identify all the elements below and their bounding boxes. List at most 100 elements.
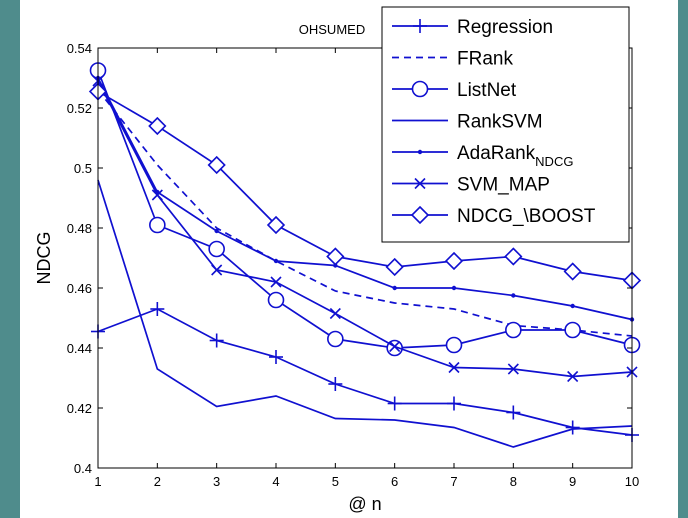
data-point-adarank (511, 293, 516, 298)
legend-item-adarank: AdaRankNDCG (392, 143, 573, 169)
series-frank (97, 89, 633, 337)
data-point-ndcg-boost-shape (148, 116, 167, 136)
axes-box (97, 47, 633, 469)
x-tick-label: 10 (625, 474, 639, 489)
data-point-adarank-fill (511, 293, 516, 298)
data-point-svm-map (448, 361, 460, 374)
data-point-regression (328, 377, 343, 391)
legend-item-frank: FRank (392, 49, 513, 70)
x-tick-label: 4 (272, 474, 279, 489)
data-point-svm-map (507, 363, 519, 375)
data-point-regression (565, 420, 580, 435)
chart-title: OHSUMED (299, 22, 365, 37)
x-tick-label: 2 (154, 474, 161, 489)
data-point-svm-map-b (448, 361, 460, 374)
data-point-regression (387, 396, 402, 411)
legend-box (381, 6, 630, 243)
legend-label-text: NDCG_\BOOST (457, 206, 596, 227)
series-line-frank (97, 89, 633, 337)
data-point-ndcg-boost-shape (444, 251, 464, 271)
data-point-svm-map (211, 264, 223, 276)
data-point-ndcg-boost (148, 116, 167, 136)
x-tick-label: 1 (94, 474, 101, 489)
legend-label-subscript: NDCG (535, 154, 573, 169)
legend-label-ndcg-boost: NDCG_\BOOST (457, 206, 596, 227)
x-tick-label: 8 (510, 474, 517, 489)
y-tick-label: 0.4 (74, 461, 92, 476)
legend-label-svm-map: SVM_MAP (457, 175, 550, 196)
data-point-listnet-ring (445, 336, 463, 354)
data-point-svm-map (270, 276, 282, 288)
data-point-listnet-ring (149, 216, 166, 234)
legend-label-text: RankSVM (457, 112, 543, 133)
series-line-ndcg-boost (97, 90, 633, 282)
legend-marker-ndcg-boost-shape (410, 205, 430, 225)
x-tick-label: 7 (450, 474, 457, 489)
ndcg-line-chart: 1 2 3 4 5 6 7 8 9 10 0.4 0.42 0.44 0.46 0.48 0.5 0.52 0.5… (34, 6, 642, 514)
y-tick-label: 0.42 (67, 401, 92, 416)
legend-label-text: ListNet (457, 80, 517, 101)
data-point-ndcg-boost (385, 257, 404, 277)
legend-label-text: Regression (457, 17, 553, 38)
legend-label-listnet: ListNet (457, 80, 517, 101)
x-tick-label: 6 (391, 474, 398, 489)
y-tick-label: 0.44 (67, 341, 92, 356)
data-point-adarank (570, 303, 575, 309)
legend-marker-svm-map-b (414, 177, 426, 190)
data-point-ndcg-boost-shape (385, 257, 404, 277)
data-point-adarank-fill (392, 285, 397, 291)
data-point-adarank-fill (570, 303, 575, 309)
y-tick-label: 0.46 (67, 281, 92, 296)
data-point-listnet-ring (505, 321, 522, 339)
data-point-regression (506, 405, 521, 420)
data-point-listnet-ring (327, 330, 344, 348)
data-point-listnet (445, 336, 463, 354)
data-point-listnet (327, 330, 344, 348)
data-point-regression (269, 350, 283, 364)
legend-item-regression: Regression (392, 17, 553, 38)
data-point-regression (150, 302, 165, 316)
legend-marker-listnet-ring (411, 80, 429, 98)
legend-label-text: SVM_MAP (457, 175, 550, 196)
data-point-adarank-fill (451, 285, 457, 291)
legend-label-ranksvm: RankSVM (457, 112, 543, 133)
data-point-adarank (214, 228, 219, 234)
data-point-svm-map-b (211, 264, 223, 276)
data-point-svm-map (151, 189, 163, 201)
x-axis-label: @ n (348, 494, 381, 514)
series-line-listnet (97, 70, 633, 349)
data-point-regression (447, 396, 461, 411)
x-tick-label: 9 (569, 474, 576, 489)
series-ranksvm (97, 179, 633, 448)
series-adarank (95, 75, 635, 322)
x-tick-label: 5 (332, 474, 339, 489)
legend-label-text: AdaRank (457, 143, 536, 164)
legend-marker-regression (413, 19, 427, 33)
legend-marker-adarank-fill (417, 149, 423, 155)
data-point-ndcg-boost-shape (207, 155, 226, 175)
legend-item-ndcg-boost: NDCG_\BOOST (392, 205, 596, 227)
data-point-listnet-ring (564, 321, 581, 339)
data-point-adarank (451, 285, 457, 291)
series-line-svm-map (97, 80, 633, 378)
data-point-svm-map (329, 307, 341, 320)
y-tick-label: 0.52 (67, 101, 92, 116)
data-point-adarank-fill (214, 228, 219, 234)
series-line-regression (97, 308, 633, 436)
data-point-svm-map-b (507, 363, 519, 375)
legend-marker-ndcg-boost (410, 205, 430, 225)
series-line-ranksvm (97, 179, 633, 448)
data-point-ndcg-boost (504, 247, 523, 266)
data-point-listnet (564, 321, 581, 339)
data-point-ndcg-boost-shape (326, 247, 345, 266)
data-point-listnet (267, 291, 285, 309)
series-line-adarank (97, 77, 633, 321)
data-point-ndcg-boost-shape (563, 262, 582, 281)
legend-marker-svm-map (414, 177, 426, 190)
series-ndcg-boost (88, 82, 642, 290)
figure-canvas: 1 2 3 4 5 6 7 8 9 10 0.4 0.42 0.44 0.46 0.48 0.5 0.52 0.5… (20, 0, 678, 518)
y-tick-label: 0.48 (67, 221, 92, 236)
data-point-svm-map (389, 340, 401, 353)
data-point-ndcg-boost (444, 251, 464, 271)
data-point-svm-map-b (329, 307, 341, 320)
